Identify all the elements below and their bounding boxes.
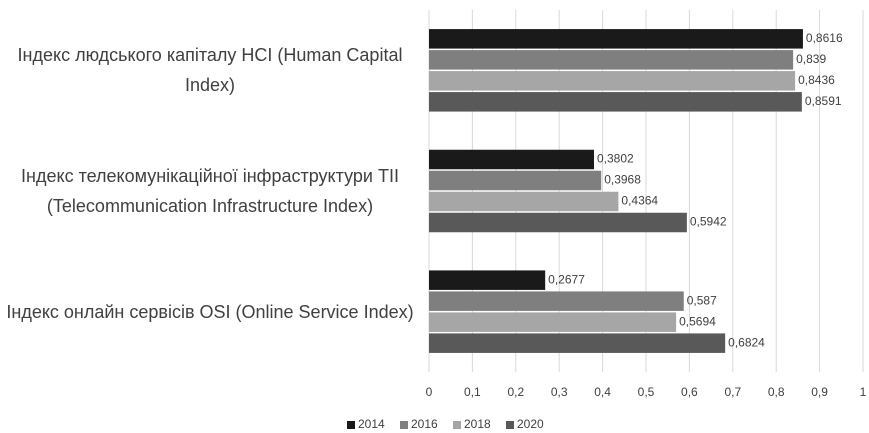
- x-tick-label: 0,5: [638, 385, 655, 399]
- value-label: 0,8616: [806, 31, 843, 45]
- bar: [429, 212, 687, 233]
- x-tick-label: 0,6: [681, 385, 698, 399]
- bar: [429, 191, 619, 212]
- bar: [429, 92, 802, 112]
- category-label: Індекс онлайн сервісів OSI (Online Servi…: [6, 301, 414, 322]
- value-label: 0,3968: [604, 173, 641, 187]
- value-label: 0,2677: [548, 272, 585, 286]
- bar: [429, 71, 796, 91]
- x-tick-label: 0,7: [724, 385, 741, 399]
- bar: [429, 149, 595, 170]
- x-tick-label: 0,2: [507, 385, 524, 399]
- x-tick-label: 0,4: [594, 385, 611, 399]
- bar: [429, 50, 794, 70]
- legend-swatch: [400, 421, 408, 429]
- category-label: Індекс людського капіталу HCI (Human Cap…: [17, 45, 403, 96]
- bar: [429, 291, 684, 311]
- legend-swatch: [506, 421, 514, 429]
- value-label: 0,5942: [690, 215, 727, 229]
- category-label: Індекс телекомунікаційної інфраструктури…: [21, 166, 399, 216]
- value-label: 0,587: [687, 293, 717, 307]
- x-tick-label: 0,8: [768, 385, 785, 399]
- value-label: 0,4364: [621, 194, 658, 208]
- bar: [429, 170, 602, 191]
- x-tick-label: 0,9: [811, 385, 828, 399]
- value-label: 0,5694: [679, 314, 716, 328]
- value-label: 0,3802: [597, 152, 634, 166]
- x-tick-label: 1: [860, 385, 867, 399]
- bar: [429, 312, 677, 332]
- legend-label: 2020: [517, 417, 544, 431]
- value-label: 0,8436: [798, 73, 835, 87]
- x-tick-label: 0: [426, 385, 433, 399]
- legend-label: 2016: [411, 417, 438, 431]
- value-label: 0,8591: [805, 94, 842, 108]
- x-tick-label: 0,3: [551, 385, 568, 399]
- bar: [429, 270, 546, 290]
- value-label: 0,6824: [728, 335, 765, 349]
- legend-swatch: [453, 421, 461, 429]
- legend-label: 2014: [358, 417, 385, 431]
- legend-label: 2018: [464, 417, 491, 431]
- bar: [429, 333, 726, 353]
- value-label: 0,839: [796, 52, 826, 66]
- x-tick-label: 0,1: [464, 385, 481, 399]
- legend-swatch: [347, 421, 355, 429]
- bar: [429, 29, 803, 49]
